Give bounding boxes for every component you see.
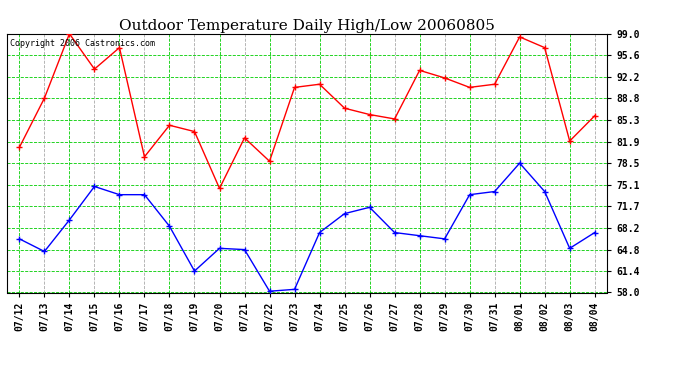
Title: Outdoor Temperature Daily High/Low 20060805: Outdoor Temperature Daily High/Low 20060…: [119, 19, 495, 33]
Text: Copyright 2006 Castronics.com: Copyright 2006 Castronics.com: [10, 39, 155, 48]
